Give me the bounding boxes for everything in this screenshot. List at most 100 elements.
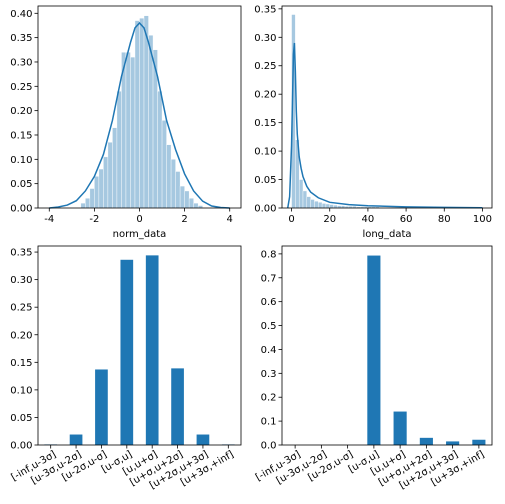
histogram-bin <box>179 185 185 209</box>
y-tick-label: 0.10 <box>10 155 32 166</box>
x-tick-label: 0 <box>288 214 294 225</box>
norm-data-histogram-panel: -4 -2 0 2 4 0.00 0.05 0.10 0.15 0.20 0.25 0.30 0.35 0… <box>10 5 242 240</box>
histogram-bin <box>325 203 330 209</box>
y-tick-label: 0.2 <box>261 393 277 404</box>
histogram-bin <box>314 200 319 209</box>
y-tick-label: 0.4 <box>261 345 277 356</box>
y-tick-label: 0.15 <box>10 130 32 141</box>
histogram-bin <box>143 15 149 209</box>
histogram-bin <box>103 156 109 209</box>
bar <box>95 369 108 445</box>
y-tick-label: 0.0 <box>261 441 277 452</box>
bar <box>145 255 159 445</box>
histogram-bin <box>98 168 104 209</box>
histogram-bin <box>175 171 181 209</box>
bar <box>393 411 407 445</box>
y-tick-label: 0.00 <box>10 204 32 215</box>
histogram-bin <box>166 144 172 209</box>
histogram-bin <box>107 142 113 209</box>
y-tick-label: 0.20 <box>10 106 32 117</box>
long-sigma-axes-frame <box>281 245 493 446</box>
y-tick-label: 0.6 <box>261 297 277 308</box>
histogram-bin <box>125 52 131 209</box>
y-tick-label: 0.5 <box>261 321 277 332</box>
histogram-bin <box>112 127 118 209</box>
y-tick-label: 0.30 <box>10 57 32 68</box>
x-tick-label: 4 <box>227 214 233 225</box>
x-tick-label: 100 <box>473 214 492 225</box>
x-tick-label: -2 <box>89 214 99 225</box>
y-tick-label: 0.35 <box>10 248 32 259</box>
histogram-bin <box>302 190 308 209</box>
y-tick-label: 0.00 <box>254 204 276 215</box>
histogram-bin <box>333 204 338 209</box>
bar <box>472 439 486 445</box>
long-sigma-bar-panel: [-inf,u-3σ][u-3σ,u-2σ][u-2σ,u-σ][u-σ,u][… <box>254 245 493 492</box>
histogram-bin <box>157 90 163 209</box>
histogram-bin <box>85 198 91 209</box>
y-tick-label: 0.7 <box>261 273 277 284</box>
y-tick-label: 0.15 <box>10 358 32 369</box>
bar <box>446 441 460 445</box>
x-tick-label: 2 <box>181 214 187 225</box>
y-tick-label: 0.25 <box>10 303 32 314</box>
histogram-bin <box>318 202 323 209</box>
x-tick-label: 0 <box>136 214 142 225</box>
x-tick-label: 40 <box>362 214 375 225</box>
norm-sigma-bar-panel: [-inf,u-3σ][u-3σ,u-2σ][u-2σ,u-σ][u-σ,u][… <box>9 245 242 492</box>
bar <box>171 368 184 445</box>
histogram-bin <box>329 204 334 209</box>
long-data-xlabel: long_data <box>362 229 411 240</box>
bar <box>196 434 210 445</box>
norm-sigma-axes-frame <box>37 245 242 446</box>
x-tick-label: 20 <box>323 214 336 225</box>
histogram-bin <box>94 176 100 209</box>
y-tick-label: 0.25 <box>10 82 32 93</box>
long-data-axes-frame <box>281 5 493 209</box>
y-tick-label: 0.40 <box>10 9 32 20</box>
y-tick-label: 0.1 <box>261 417 277 428</box>
x-tick-label: -4 <box>44 214 54 225</box>
y-tick-label: 0.05 <box>254 175 276 186</box>
histogram-bin <box>161 120 167 209</box>
kde-line <box>49 21 230 209</box>
histogram-bin <box>134 20 140 209</box>
y-tick-label: 0.30 <box>254 33 276 44</box>
kde-line <box>286 42 483 209</box>
y-tick-label: 0.20 <box>254 90 276 101</box>
histogram-bin <box>89 188 95 209</box>
bar <box>69 434 83 445</box>
x-tick-label: 60 <box>400 214 413 225</box>
bar <box>419 437 433 445</box>
histogram-bin <box>148 35 154 209</box>
histogram-bin <box>170 159 176 209</box>
y-tick-label: 0.3 <box>261 369 277 380</box>
y-tick-label: 0.05 <box>10 413 32 424</box>
y-tick-label: 0.30 <box>10 275 32 286</box>
histogram-bin <box>310 199 315 209</box>
y-tick-label: 0.15 <box>254 118 276 129</box>
y-tick-label: 0.35 <box>254 4 276 15</box>
histogram-bin <box>188 198 194 209</box>
histogram-bin <box>139 17 145 209</box>
histogram-bin <box>193 202 199 209</box>
y-tick-label: 0.10 <box>10 385 32 396</box>
histogram-bin <box>184 190 190 209</box>
histogram-bin <box>321 203 327 209</box>
bar <box>367 255 381 445</box>
norm-data-axes-frame <box>37 5 242 209</box>
histogram-bin <box>80 202 86 209</box>
y-tick-label: 0.35 <box>10 33 32 44</box>
histogram-bin <box>298 179 304 209</box>
y-tick-label: 0.20 <box>10 330 32 341</box>
y-tick-label: 0.25 <box>254 61 276 72</box>
y-tick-label: 0.8 <box>261 249 277 260</box>
y-tick-label: 0.05 <box>10 179 32 190</box>
bar <box>120 259 134 445</box>
x-tick-label: 80 <box>438 214 451 225</box>
histogram-bin <box>116 90 122 209</box>
y-tick-label: 0.10 <box>254 147 276 158</box>
norm-data-xlabel: norm_data <box>113 229 167 240</box>
histogram-bin <box>130 56 136 209</box>
